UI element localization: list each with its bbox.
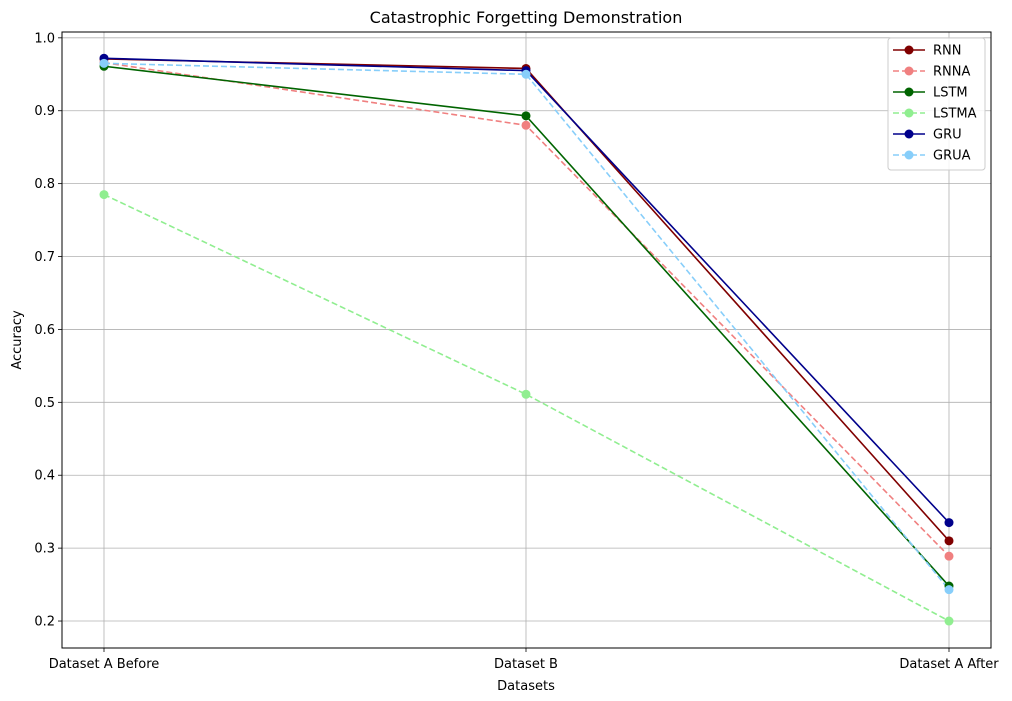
y-tick-label: 0.3: [34, 542, 55, 557]
legend: RNN RNNA LSTM LSTMA GRU GRUA: [887, 37, 986, 171]
x-tick-label: Dataset B: [494, 657, 558, 672]
data-point-lstma: [944, 616, 954, 626]
legend-marker-rnna: [904, 66, 914, 76]
y-tick-label: 0.4: [34, 469, 55, 484]
y-tick-label: 0.6: [34, 323, 55, 338]
data-point-lstma: [99, 190, 109, 200]
legend-label-rnna: RNNA: [933, 65, 970, 80]
y-tick-label: 1.0: [34, 31, 55, 46]
data-point-grua: [521, 69, 531, 79]
legend-label-grua: GRUA: [933, 149, 971, 164]
legend-marker-grua: [904, 150, 914, 160]
data-point-rnna: [944, 551, 954, 561]
y-axis-label: Accuracy: [10, 310, 25, 370]
data-point-lstm: [521, 111, 531, 121]
x-axis-label: Datasets: [497, 679, 555, 694]
y-tick-label: 0.5: [34, 396, 55, 411]
legend-label-lstma: LSTMA: [933, 107, 977, 122]
series-lines: [103, 57, 950, 622]
legend-label-lstm: LSTM: [933, 86, 968, 101]
series-line-lstm: [103, 65, 950, 587]
x-tick-label: Dataset A After: [899, 657, 999, 672]
data-point-rnna: [521, 120, 531, 130]
data-point-grua: [99, 58, 109, 68]
y-tick-label: 0.7: [34, 250, 55, 265]
plot-frame: [61, 31, 992, 649]
y-axis-ticks: 0.2 0.3 0.4 0.5 0.6 0.7 0.8 0.9 1.0: [34, 31, 62, 630]
chart-title: Catastrophic Forgetting Demonstration: [370, 8, 683, 27]
series-line-grua: [103, 62, 950, 591]
legend-marker-rnn: [904, 45, 914, 55]
series-line-lstma: [103, 193, 950, 622]
x-axis-ticks: Dataset A Before Dataset B Dataset A After: [49, 648, 999, 672]
legend-marker-lstma: [904, 108, 914, 118]
legend-label-gru: GRU: [933, 128, 962, 143]
data-point-lstma: [521, 389, 531, 399]
legend-marker-gru: [904, 129, 914, 139]
data-point-rnn: [944, 536, 954, 546]
series-line-rnn: [103, 58, 950, 542]
y-tick-label: 0.2: [34, 615, 55, 630]
y-tick-label: 0.8: [34, 177, 55, 192]
data-point-grua: [944, 585, 954, 595]
legend-marker-lstm: [904, 87, 914, 97]
legend-label-rnn: RNN: [933, 44, 961, 59]
x-tick-label: Dataset A Before: [49, 657, 160, 672]
data-point-gru: [944, 518, 954, 528]
y-tick-label: 0.9: [34, 104, 55, 119]
series-points: [99, 53, 954, 626]
series-line-rnna: [103, 61, 950, 557]
